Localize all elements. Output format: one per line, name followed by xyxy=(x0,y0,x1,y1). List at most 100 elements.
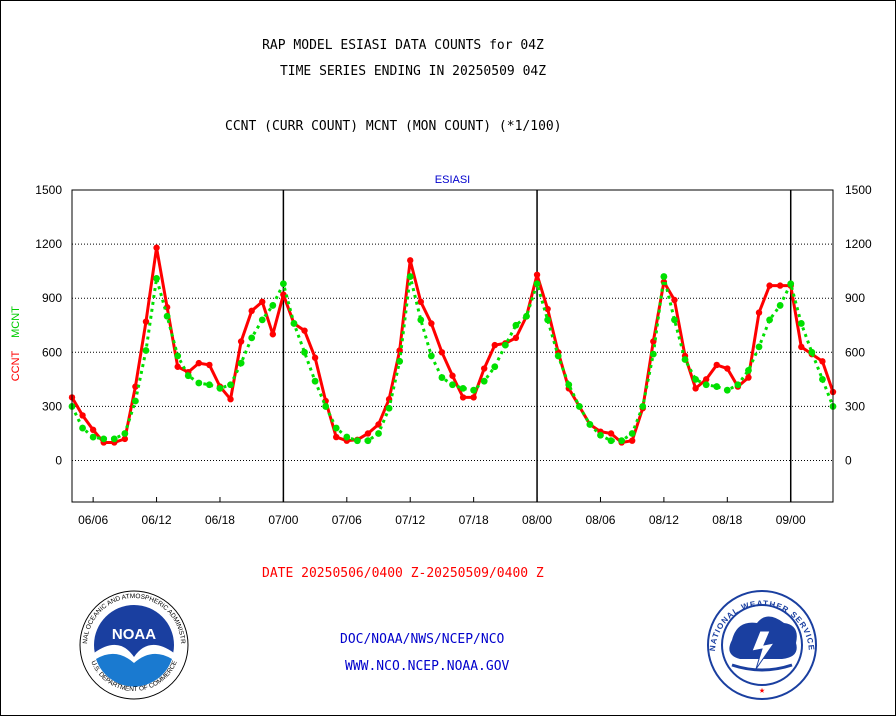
ccnt-data-point xyxy=(745,374,752,381)
mcnt-data-point xyxy=(671,316,678,324)
mcnt-data-point xyxy=(639,403,647,410)
ccnt-data-point xyxy=(280,291,287,298)
ccnt-data-point xyxy=(248,307,255,315)
x-tick-label: 07/06 xyxy=(332,513,362,527)
mcnt-data-point xyxy=(586,421,594,428)
mcnt-data-point xyxy=(808,348,816,356)
ccnt-data-point xyxy=(301,327,308,334)
ccnt-data-point xyxy=(533,271,541,278)
ccnt-data-point xyxy=(713,361,720,369)
x-tick-label: 06/06 xyxy=(78,513,108,527)
mcnt-data-point xyxy=(100,435,108,443)
ccnt-data-point xyxy=(269,331,277,338)
mcnt-data-point xyxy=(290,320,298,327)
mcnt-series-line xyxy=(70,275,835,443)
mcnt-data-point xyxy=(554,352,562,360)
mcnt-data-point xyxy=(163,312,171,320)
ccnt-data-point xyxy=(195,359,203,367)
chart-subtitle: CCNT (CURR COUNT) MCNT (MON COUNT) (*1/1… xyxy=(225,119,562,134)
y-axis-label-ccnt: CCNT xyxy=(10,350,22,381)
x-tick-label: 08/00 xyxy=(522,513,552,527)
mcnt-data-point xyxy=(597,431,604,439)
ccnt-data-point xyxy=(206,361,213,369)
mcnt-data-point xyxy=(776,302,784,309)
mcnt-data-point xyxy=(153,274,160,282)
ccnt-series-line xyxy=(70,246,835,444)
ccnt-data-point xyxy=(121,435,129,443)
chart-title-line2: TIME SERIES ENDING IN 20250509 04Z xyxy=(279,64,547,79)
mcnt-data-point xyxy=(501,341,509,349)
ccnt-data-point xyxy=(153,244,160,251)
x-tick-label: 08/12 xyxy=(649,513,679,527)
ccnt-data-point xyxy=(311,354,319,361)
y-tick-label-left: 1500 xyxy=(35,183,62,197)
ccnt-data-point xyxy=(512,334,520,342)
mcnt-data-point xyxy=(702,381,710,389)
mcnt-data-point xyxy=(343,433,351,441)
mcnt-data-point xyxy=(449,381,456,389)
mcnt-data-point xyxy=(713,383,721,390)
ccnt-data-point xyxy=(766,282,773,289)
y-tick-label-right: 600 xyxy=(845,345,865,359)
mcnt-data-point xyxy=(184,372,192,380)
mcnt-data-point xyxy=(195,379,203,387)
mcnt-data-point xyxy=(427,352,435,360)
mcnt-data-point xyxy=(797,320,805,327)
mcnt-data-point xyxy=(480,377,488,385)
ccnt-data-point xyxy=(227,396,234,403)
date-range: DATE 20250506/0400 Z-20250509/0400 Z xyxy=(262,566,544,581)
y-tick-label-left: 300 xyxy=(42,399,62,413)
mcnt-data-point xyxy=(248,334,256,342)
ccnt-data-point xyxy=(702,376,710,383)
ccnt-data-point xyxy=(459,394,467,401)
series-layer xyxy=(68,244,837,446)
mcnt-data-point xyxy=(459,384,467,392)
ccnt-data-point xyxy=(607,430,615,437)
mcnt-data-point xyxy=(766,316,773,324)
y-tick-label-left: 1200 xyxy=(35,237,62,251)
mcnt-data-point xyxy=(681,356,689,363)
mcnt-data-point xyxy=(523,312,530,320)
x-tick-label: 09/00 xyxy=(776,513,806,527)
y-tick-label-right: 300 xyxy=(845,399,865,413)
ccnt-data-point xyxy=(89,426,97,434)
x-tick-label: 08/06 xyxy=(585,513,615,527)
mcnt-data-point xyxy=(364,437,372,445)
x-tick-label: 06/18 xyxy=(205,513,235,527)
mcnt-data-point xyxy=(174,352,182,360)
mcnt-data-point xyxy=(491,363,499,371)
ccnt-data-point xyxy=(755,309,763,316)
mcnt-data-point xyxy=(311,377,319,385)
y-tick-label-left: 900 xyxy=(42,291,62,305)
ccnt-data-point xyxy=(259,298,266,306)
mcnt-data-point xyxy=(237,359,245,367)
ccnt-data-point xyxy=(174,363,181,370)
noaa-logo: NOAA NATIONAL OCEANIC AND ATMOSPHERIC AD… xyxy=(79,590,189,700)
noaa-logo-text: NOAA xyxy=(112,626,156,643)
ccnt-data-point xyxy=(491,341,498,349)
y-tick-label-right: 900 xyxy=(845,291,865,305)
mcnt-data-point xyxy=(565,381,573,389)
ccnt-data-point xyxy=(724,365,731,372)
grid-layer xyxy=(72,243,833,462)
mcnt-data-point xyxy=(258,316,266,324)
ccnt-data-point xyxy=(79,412,86,419)
mcnt-data-point xyxy=(142,347,150,354)
mcnt-data-point xyxy=(279,280,287,288)
ccnt-data-point xyxy=(776,282,784,289)
mcnt-data-point xyxy=(132,397,139,405)
chart-title-line1: RAP MODEL ESIASI DATA COUNTS for 04Z xyxy=(262,38,544,53)
mcnt-data-point xyxy=(417,316,425,324)
y-axis-label-mcnt: MCNT xyxy=(10,306,22,338)
mcnt-data-point xyxy=(79,424,86,432)
mcnt-data-point xyxy=(121,430,129,437)
mcnt-data-point xyxy=(533,280,541,288)
mcnt-data-point xyxy=(755,343,763,351)
ccnt-data-point xyxy=(237,338,245,345)
axis-layer: 0 0 300 300 600 600 900 900 1200 1200 1500 1500 06/0… xyxy=(35,183,872,527)
mcnt-data-point xyxy=(438,374,446,381)
mcnt-data-point xyxy=(787,280,795,288)
day-boundaries xyxy=(282,190,792,502)
ccnt-data-point xyxy=(449,372,456,379)
ccnt-data-point xyxy=(798,343,805,351)
